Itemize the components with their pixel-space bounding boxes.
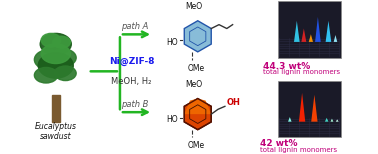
Polygon shape bbox=[184, 99, 211, 130]
Text: 42 wt%: 42 wt% bbox=[260, 139, 297, 148]
Ellipse shape bbox=[53, 36, 70, 48]
Polygon shape bbox=[294, 21, 300, 42]
Text: total lignin monomers: total lignin monomers bbox=[260, 147, 337, 153]
Text: total lignin monomers: total lignin monomers bbox=[263, 69, 340, 75]
Ellipse shape bbox=[41, 33, 60, 47]
Ellipse shape bbox=[55, 66, 76, 81]
Polygon shape bbox=[325, 21, 331, 42]
Polygon shape bbox=[184, 21, 211, 52]
Ellipse shape bbox=[38, 53, 73, 78]
Polygon shape bbox=[311, 95, 318, 122]
Ellipse shape bbox=[34, 50, 62, 69]
Bar bbox=[277, 1, 341, 58]
Bar bbox=[277, 81, 341, 138]
Polygon shape bbox=[334, 35, 337, 42]
Text: Eucalyptus
sawdust: Eucalyptus sawdust bbox=[35, 122, 77, 141]
Ellipse shape bbox=[40, 33, 71, 55]
Text: Ni@ZIF-8: Ni@ZIF-8 bbox=[109, 57, 154, 66]
Text: HO: HO bbox=[167, 116, 178, 124]
Text: MeO: MeO bbox=[185, 2, 203, 11]
Polygon shape bbox=[336, 119, 339, 122]
Ellipse shape bbox=[34, 67, 58, 83]
Ellipse shape bbox=[51, 49, 76, 67]
Bar bbox=[52, 95, 60, 122]
Polygon shape bbox=[299, 93, 305, 122]
Text: OMe: OMe bbox=[187, 64, 204, 73]
Text: MeOH, H₂: MeOH, H₂ bbox=[112, 77, 152, 86]
Text: HO: HO bbox=[167, 38, 178, 47]
Text: path A: path A bbox=[121, 22, 148, 31]
Polygon shape bbox=[325, 118, 328, 122]
Ellipse shape bbox=[41, 44, 70, 64]
Text: OMe: OMe bbox=[187, 141, 204, 150]
Text: OH: OH bbox=[227, 98, 241, 107]
Polygon shape bbox=[330, 119, 333, 122]
Polygon shape bbox=[301, 28, 306, 42]
Polygon shape bbox=[309, 34, 313, 42]
Polygon shape bbox=[288, 117, 291, 122]
Polygon shape bbox=[184, 99, 211, 114]
Text: MeO: MeO bbox=[185, 80, 203, 89]
Text: 44.3 wt%: 44.3 wt% bbox=[263, 62, 310, 71]
Polygon shape bbox=[315, 17, 321, 42]
Text: path B: path B bbox=[121, 100, 148, 109]
